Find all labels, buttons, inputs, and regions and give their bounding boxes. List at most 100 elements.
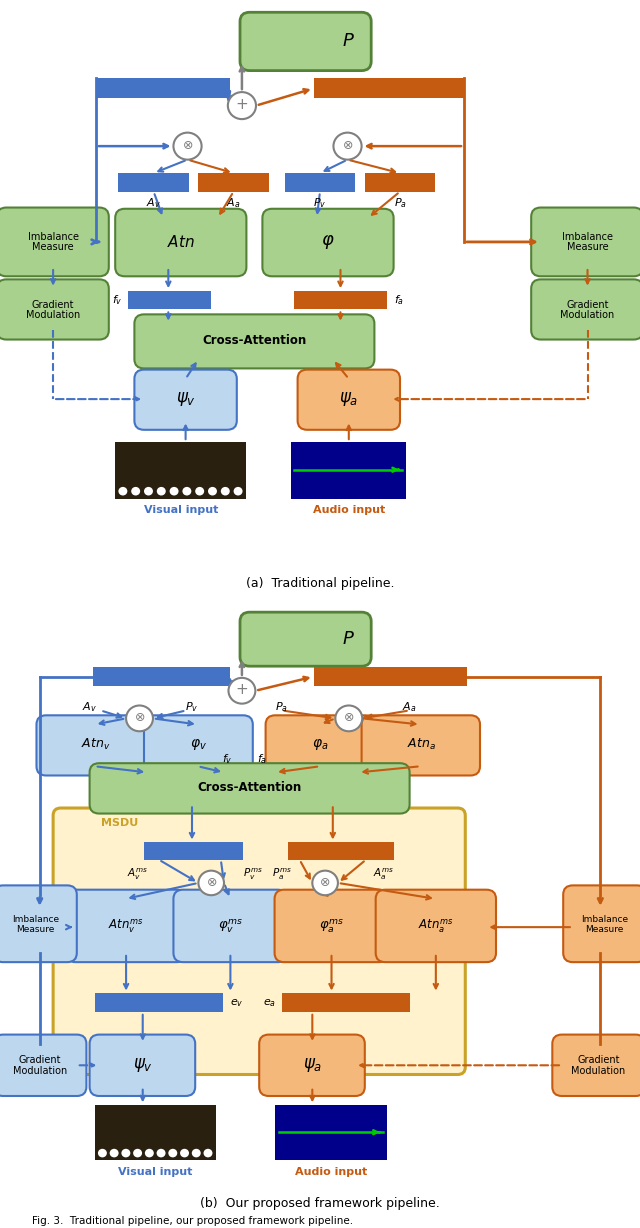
Circle shape: [195, 486, 204, 495]
Text: $A_a$: $A_a$: [403, 700, 417, 715]
Circle shape: [228, 92, 256, 119]
Text: Gradient: Gradient: [577, 1055, 620, 1066]
Circle shape: [133, 1149, 142, 1157]
FancyBboxPatch shape: [134, 370, 237, 430]
Text: $\otimes$: $\otimes$: [343, 711, 355, 725]
Bar: [285, 173, 355, 192]
Text: $f_v$: $f_v$: [112, 292, 123, 307]
Circle shape: [131, 486, 140, 495]
Text: Gradient: Gradient: [32, 300, 74, 309]
Text: Fig. 3.  Traditional pipeline, our proposed framework pipeline.: Fig. 3. Traditional pipeline, our propos…: [32, 1216, 353, 1227]
Text: $f_a$: $f_a$: [257, 753, 268, 766]
Circle shape: [228, 678, 255, 704]
Text: Modulation: Modulation: [26, 309, 80, 321]
Circle shape: [204, 1149, 212, 1157]
Text: Measure: Measure: [32, 242, 74, 253]
Circle shape: [221, 486, 230, 495]
Text: $\otimes$: $\otimes$: [134, 711, 145, 725]
Bar: [314, 667, 467, 685]
Text: $Atn_a^{ms}$: $Atn_a^{ms}$: [418, 917, 454, 935]
Bar: [115, 442, 246, 499]
Circle shape: [157, 486, 166, 495]
Text: $\otimes$: $\otimes$: [205, 876, 217, 889]
Circle shape: [333, 133, 362, 160]
Text: $Atn$: $Atn$: [167, 233, 195, 251]
Text: $e_v$: $e_v$: [230, 997, 244, 1008]
Text: $Atn_v^{ms}$: $Atn_v^{ms}$: [108, 917, 144, 935]
Bar: [294, 291, 387, 309]
Bar: [282, 993, 410, 1012]
FancyBboxPatch shape: [90, 1034, 195, 1095]
Circle shape: [208, 486, 217, 495]
Bar: [288, 842, 394, 860]
Text: Measure: Measure: [16, 925, 54, 935]
FancyBboxPatch shape: [362, 715, 480, 776]
FancyBboxPatch shape: [275, 889, 388, 963]
Circle shape: [122, 1149, 131, 1157]
Text: $P_a$: $P_a$: [394, 195, 406, 210]
Text: $+$: $+$: [236, 97, 248, 112]
FancyBboxPatch shape: [90, 764, 410, 814]
Text: Modulation: Modulation: [13, 1066, 67, 1076]
Text: $e_a$: $e_a$: [264, 997, 276, 1008]
Text: $\psi_v$: $\psi_v$: [175, 391, 196, 408]
Text: $P$: $P$: [342, 630, 355, 647]
FancyBboxPatch shape: [0, 208, 109, 276]
Text: $A_v$: $A_v$: [82, 700, 97, 715]
Text: (a)  Traditional pipeline.: (a) Traditional pipeline.: [246, 577, 394, 589]
FancyBboxPatch shape: [376, 889, 496, 963]
Text: Gradient: Gradient: [566, 300, 609, 309]
Text: $P$: $P$: [342, 32, 355, 49]
Bar: [95, 993, 223, 1012]
Text: $A_a^{ms}$: $A_a^{ms}$: [374, 867, 394, 882]
Text: $\psi_v$: $\psi_v$: [132, 1056, 153, 1073]
Text: MSDU: MSDU: [101, 818, 138, 828]
Text: $\psi_a$: $\psi_a$: [339, 391, 358, 408]
Text: $\varphi_a$: $\varphi_a$: [312, 737, 328, 753]
Text: $P_v$: $P_v$: [314, 195, 326, 210]
Text: $P_a$: $P_a$: [275, 700, 288, 715]
FancyBboxPatch shape: [36, 715, 155, 776]
Text: $P_v^{ms}$: $P_v^{ms}$: [243, 867, 262, 882]
FancyBboxPatch shape: [173, 889, 287, 963]
Text: Visual input: Visual input: [118, 1167, 193, 1176]
Text: Visual input: Visual input: [144, 505, 218, 515]
Text: $\varphi$: $\varphi$: [321, 233, 335, 251]
Text: $P_v$: $P_v$: [186, 700, 198, 715]
Text: (b)  Our proposed framework pipeline.: (b) Our proposed framework pipeline.: [200, 1197, 440, 1210]
FancyBboxPatch shape: [298, 370, 400, 430]
FancyBboxPatch shape: [552, 1034, 640, 1095]
FancyBboxPatch shape: [240, 612, 371, 666]
Text: Measure: Measure: [586, 925, 624, 935]
Text: $Atn_a$: $Atn_a$: [406, 737, 436, 753]
FancyBboxPatch shape: [563, 885, 640, 963]
Circle shape: [157, 1149, 166, 1157]
FancyBboxPatch shape: [266, 715, 374, 776]
Text: Measure: Measure: [566, 242, 609, 253]
Text: Cross-Attention: Cross-Attention: [198, 781, 301, 795]
Circle shape: [145, 1149, 154, 1157]
Text: $A_a$: $A_a$: [227, 195, 241, 210]
Bar: [96, 79, 230, 98]
FancyBboxPatch shape: [115, 209, 246, 276]
Circle shape: [126, 705, 153, 732]
Circle shape: [335, 705, 362, 732]
Bar: [198, 173, 269, 192]
Bar: [365, 173, 435, 192]
Text: Audio input: Audio input: [313, 505, 385, 515]
Text: Modulation: Modulation: [572, 1066, 625, 1076]
Bar: [314, 79, 464, 98]
Circle shape: [98, 1149, 107, 1157]
Text: $\varphi_v$: $\varphi_v$: [190, 737, 207, 753]
FancyBboxPatch shape: [0, 885, 77, 963]
Text: $P_a^{ms}$: $P_a^{ms}$: [272, 867, 291, 882]
Bar: [118, 173, 189, 192]
Text: Imbalance: Imbalance: [12, 915, 59, 923]
Circle shape: [109, 1149, 118, 1157]
Text: $A_v^{ms}$: $A_v^{ms}$: [127, 867, 148, 882]
Circle shape: [180, 1149, 189, 1157]
Text: Modulation: Modulation: [561, 309, 614, 321]
Circle shape: [234, 486, 243, 495]
Text: $\psi_a$: $\psi_a$: [303, 1056, 322, 1073]
Text: $f_a$: $f_a$: [394, 292, 404, 307]
